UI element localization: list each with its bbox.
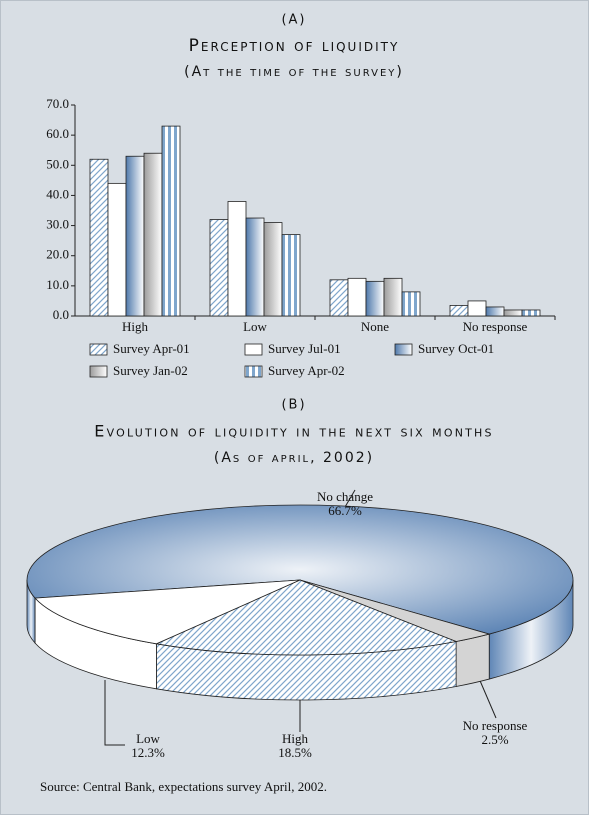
- bar: [365, 280, 385, 317]
- pie-slice: [34, 579, 301, 645]
- chart-title: Evolution of liquidity in the next six m…: [94, 422, 493, 441]
- pie-slice: [26, 504, 574, 635]
- y-tick-label: 70.0: [46, 96, 69, 111]
- value-label: 12.3%: [131, 745, 165, 760]
- y-tick-label: 40.0: [46, 186, 69, 201]
- bar: [263, 222, 283, 317]
- bar: [329, 279, 349, 317]
- bar: [347, 277, 367, 317]
- slice-label: Low: [136, 731, 160, 746]
- chart-subtitle: (As of april, 2002): [214, 450, 374, 466]
- pie-slice: [155, 579, 458, 656]
- chart-label: (B): [281, 398, 306, 413]
- value-label: 18.5%: [278, 745, 312, 760]
- chart-title: Perception of liquidity: [189, 36, 400, 56]
- legend-label: Survey Jan-02: [113, 363, 188, 378]
- slice-label: High: [282, 731, 309, 746]
- y-tick-label: 20.0: [46, 247, 69, 262]
- legend-swatch: [89, 365, 108, 378]
- legend-swatch: [89, 343, 108, 356]
- bar: [107, 182, 127, 317]
- bar: [467, 300, 487, 317]
- chart-subtitle: (At the time of the survey): [184, 64, 404, 80]
- leader-line: [344, 489, 356, 508]
- slice-label: No response: [463, 718, 528, 733]
- bar: [227, 201, 247, 317]
- value-label: 2.5%: [481, 732, 508, 747]
- source-note: Source: Central Bank, expectations surve…: [40, 779, 327, 794]
- leader-line: [477, 675, 497, 719]
- legend-label: Survey Apr-01: [113, 341, 190, 356]
- bar: [449, 305, 469, 317]
- slice-label: No change: [317, 489, 373, 504]
- bar: [521, 309, 541, 317]
- bar: [281, 234, 301, 317]
- legend-swatch: [244, 343, 263, 356]
- pie-side: [455, 633, 490, 688]
- bar: [161, 125, 181, 317]
- leader-line: [104, 680, 125, 746]
- x-tick-label: Low: [243, 319, 267, 334]
- legend-label: Survey Oct-01: [418, 341, 494, 356]
- y-tick-label: 0.0: [53, 307, 69, 322]
- y-tick-label: 30.0: [46, 217, 69, 232]
- legend-label: Survey Jul-01: [268, 341, 341, 356]
- legend-swatch: [394, 343, 413, 356]
- bar: [209, 219, 229, 317]
- y-tick-label: 10.0: [46, 277, 69, 292]
- value-label: 66.7%: [328, 503, 362, 518]
- bar: [125, 155, 145, 317]
- bar: [245, 217, 265, 317]
- bar: [143, 152, 163, 317]
- legend-swatch: [244, 365, 263, 378]
- chart-label: (A): [281, 13, 306, 28]
- bar: [485, 306, 505, 317]
- bar: [503, 309, 523, 317]
- x-tick-label: None: [361, 319, 389, 334]
- bar: [383, 277, 403, 317]
- y-tick-label: 60.0: [46, 126, 69, 141]
- x-tick-label: No response: [463, 319, 528, 334]
- bar: [401, 291, 421, 317]
- x-tick-label: High: [122, 319, 149, 334]
- legend-label: Survey Apr-02: [268, 363, 345, 378]
- y-tick-label: 50.0: [46, 156, 69, 171]
- bar: [89, 158, 109, 317]
